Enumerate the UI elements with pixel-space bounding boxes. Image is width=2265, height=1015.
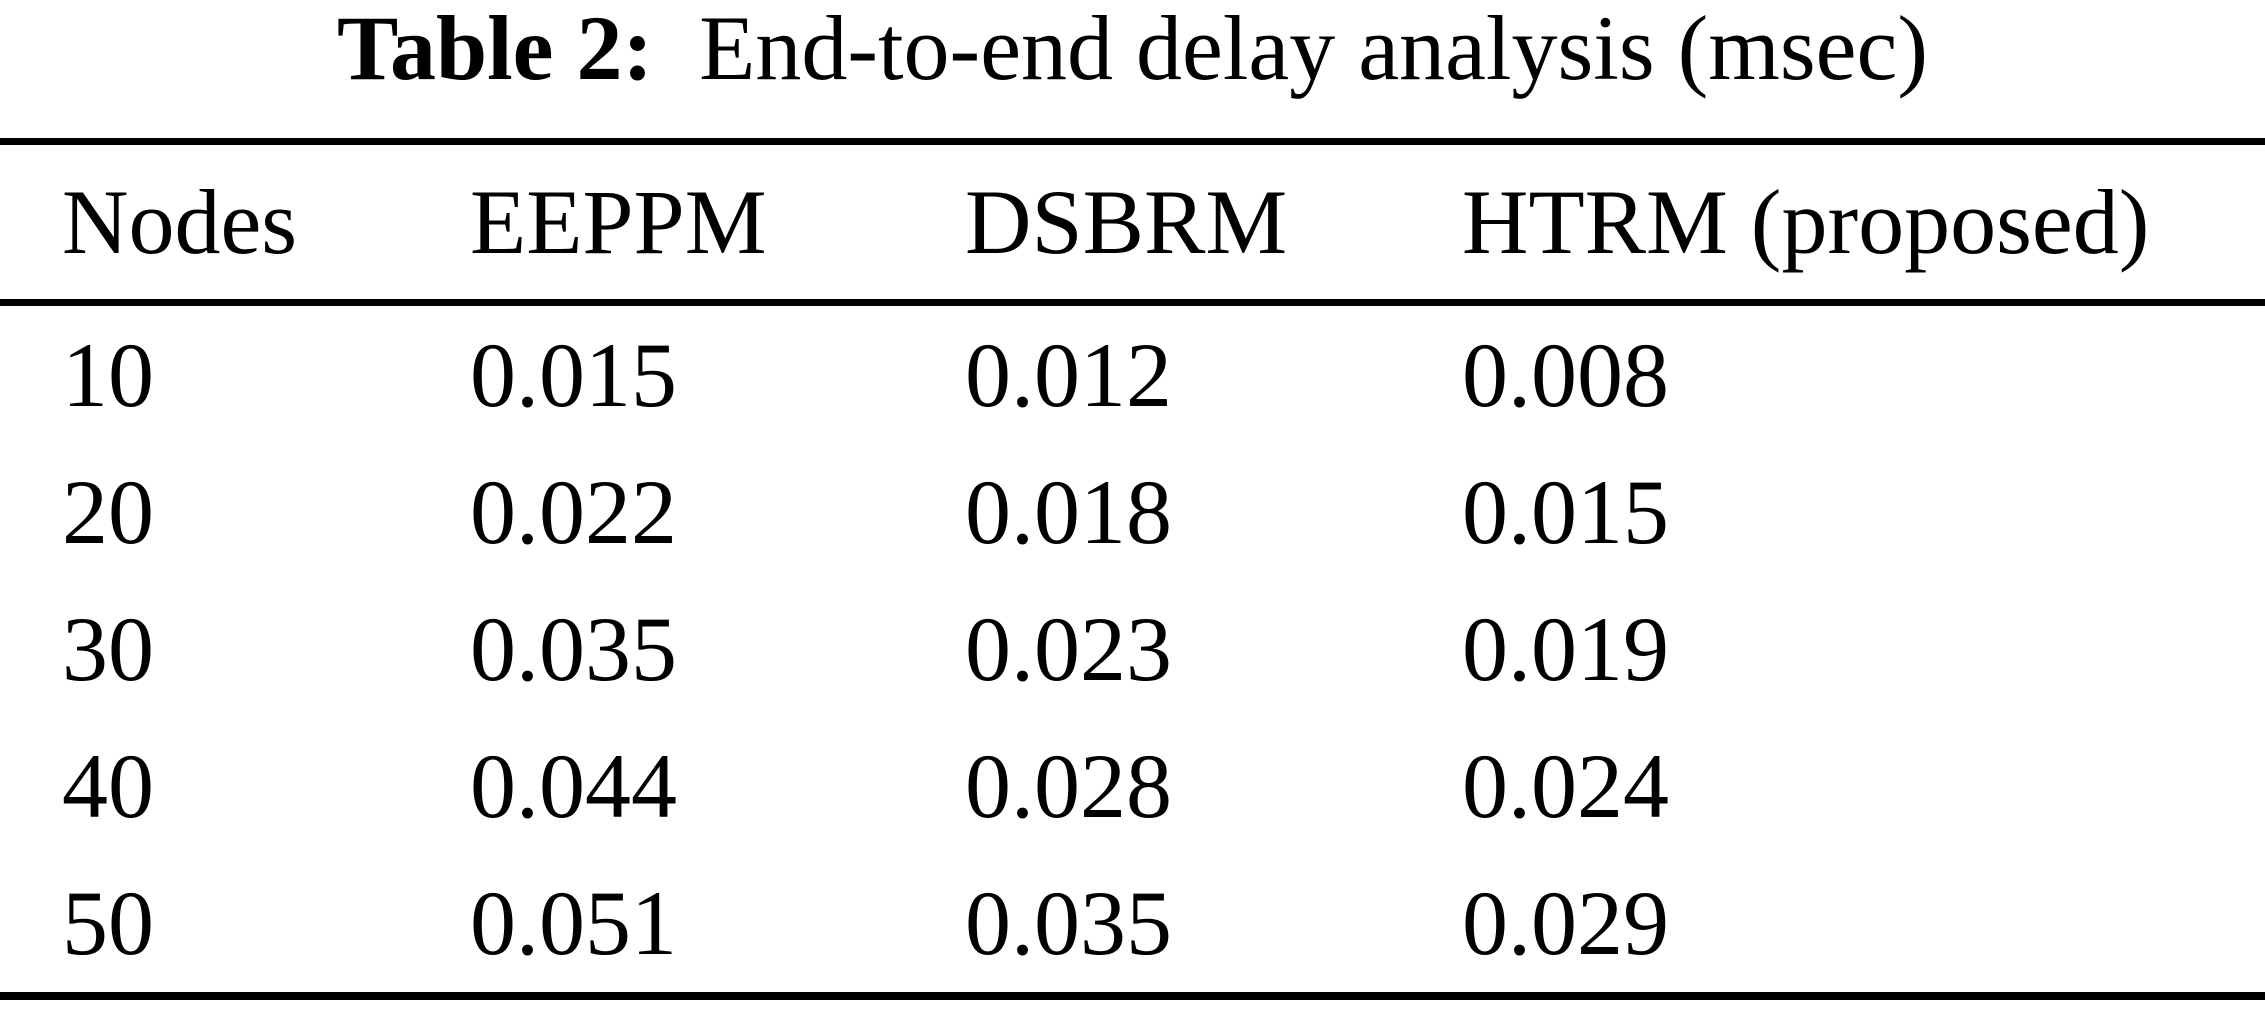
cell-eeppm: 0.035 (470, 597, 677, 700)
table-top-rule (0, 138, 2265, 145)
cell-nodes: 50 (62, 872, 154, 975)
cell-dsbrm: 0.023 (965, 597, 1172, 700)
cell-eeppm: 0.044 (470, 735, 677, 838)
table-header-row: Nodes EEPPM DSBRM HTRM (proposed) (0, 145, 2265, 299)
col-header-dsbrm: DSBRM (965, 171, 1288, 273)
cell-nodes: 40 (62, 735, 154, 838)
table-row: 40 0.044 0.028 0.024 (62, 718, 2265, 855)
table-row: 20 0.022 0.018 0.015 (62, 443, 2265, 580)
cell-dsbrm: 0.018 (965, 460, 1172, 563)
table-caption-label: Table 2: (337, 0, 654, 99)
table-row: 50 0.051 0.035 0.029 (62, 855, 2265, 992)
col-header-eeppm: EEPPM (470, 171, 767, 273)
table-caption: Table 2: End-to-end delay analysis (msec) (0, 0, 2265, 102)
table-body: 10 0.015 0.012 0.008 20 0.022 0.018 0.01… (0, 306, 2265, 992)
table-caption-title: End-to-end delay analysis (msec) (699, 0, 1928, 99)
cell-dsbrm: 0.035 (965, 872, 1172, 975)
table-row: 30 0.035 0.023 0.019 (62, 580, 2265, 717)
table-row: 10 0.015 0.012 0.008 (62, 306, 2265, 443)
cell-htrm: 0.008 (1462, 323, 1669, 426)
cell-htrm: 0.015 (1462, 460, 1669, 563)
col-header-htrm-proposed: HTRM (proposed) (1462, 171, 2150, 273)
cell-dsbrm: 0.028 (965, 735, 1172, 838)
cell-htrm: 0.019 (1462, 597, 1669, 700)
cell-eeppm: 0.015 (470, 323, 677, 426)
cell-dsbrm: 0.012 (965, 323, 1172, 426)
cell-eeppm: 0.051 (470, 872, 677, 975)
cell-nodes: 30 (62, 597, 154, 700)
cell-htrm: 0.024 (1462, 735, 1669, 838)
col-header-nodes: Nodes (62, 171, 298, 273)
cell-nodes: 20 (62, 460, 154, 563)
table-bottom-rule (0, 992, 2265, 1000)
cell-nodes: 10 (62, 323, 154, 426)
table-mid-rule (0, 299, 2265, 306)
cell-eeppm: 0.022 (470, 460, 677, 563)
cell-htrm: 0.029 (1462, 872, 1669, 975)
